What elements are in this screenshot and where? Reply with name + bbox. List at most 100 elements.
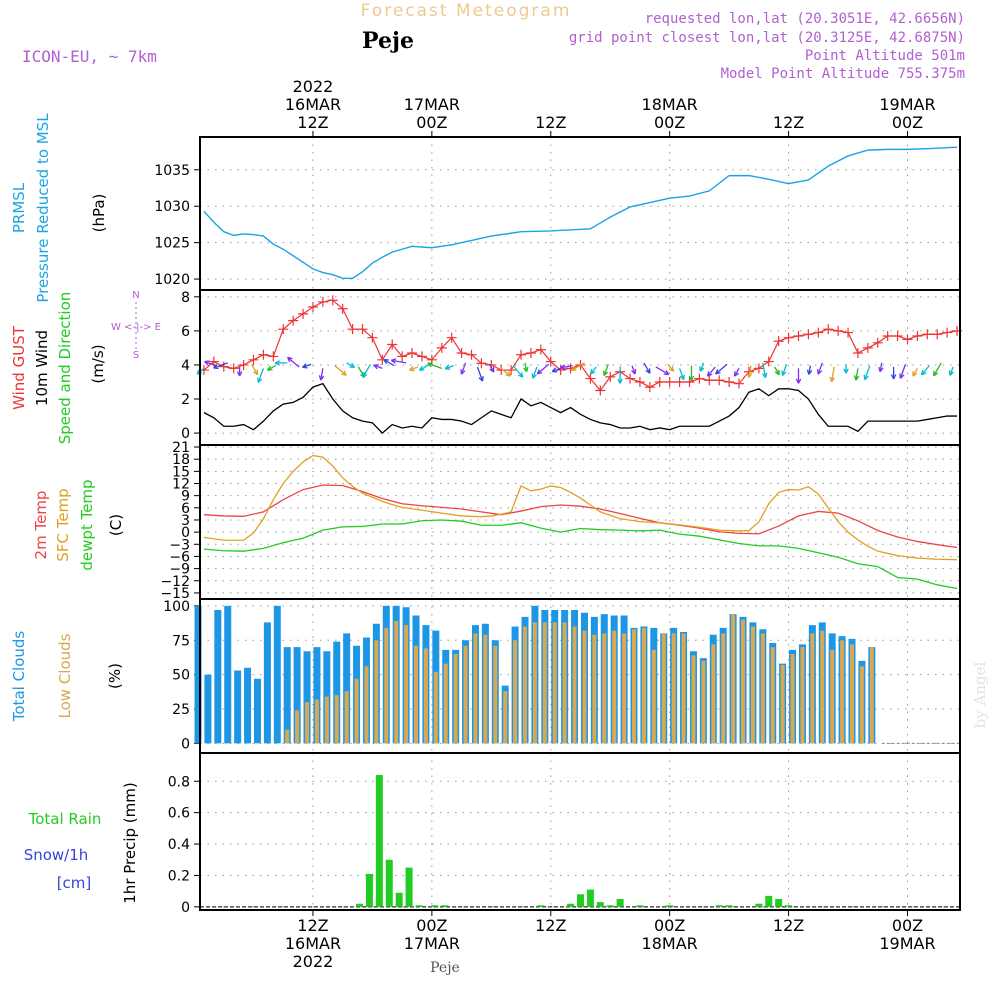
wind-direction-arrow <box>287 356 300 368</box>
low-cloud-bar <box>770 647 775 744</box>
gust-marker <box>644 382 655 393</box>
x-tick-label-top: 17MAR <box>404 95 460 114</box>
x-tick-label-top: 16MAR <box>285 95 341 114</box>
x-tick-label-top: 12Z <box>773 113 804 132</box>
wind-arrow-head <box>257 377 263 383</box>
y-tick-label: 1020 <box>154 272 190 288</box>
total-cloud-bar <box>244 667 252 744</box>
gust-marker <box>278 324 289 335</box>
gust-marker <box>922 329 933 340</box>
rain-bar <box>365 873 373 907</box>
y-tick-label: 15 <box>172 464 190 480</box>
plot-area: 102010251030103502468−15−12−9−6−30369121… <box>10 77 963 971</box>
gust-marker <box>238 359 249 370</box>
wind-direction-arrow <box>512 365 524 378</box>
gust-marker <box>813 327 824 338</box>
gust-marker <box>367 332 378 343</box>
low-cloud-bar <box>542 622 547 744</box>
low-cloud-bar <box>324 696 329 744</box>
wind-arrow-head <box>890 374 897 380</box>
wind-direction-arrow <box>320 368 324 381</box>
low-cloud-bar <box>344 691 349 744</box>
low-cloud-bar <box>423 648 428 744</box>
wind-direction-arrow <box>699 362 704 372</box>
total-cloud-bar <box>273 605 281 744</box>
x-tick-label-top: 12Z <box>297 113 328 132</box>
wind-arrow-head <box>948 370 955 376</box>
x-tick-label-bottom: 12Z <box>297 916 328 935</box>
low-cloud-bar <box>869 647 874 744</box>
low-cloud-bar <box>582 630 587 744</box>
y-tick-label: 8 <box>181 290 190 306</box>
wind-arrow-head <box>536 369 543 375</box>
wind-arrow-head <box>679 374 685 381</box>
wind-arrow-head <box>560 364 566 370</box>
gust-marker <box>466 349 477 360</box>
rain-bar <box>576 894 584 907</box>
axis-unit-percent: (%) <box>106 663 124 689</box>
gust-marker <box>704 375 715 386</box>
pressure-line <box>203 146 958 280</box>
y-tick-label: 12 <box>172 477 190 493</box>
watermark: by Angel <box>971 661 989 728</box>
low-cloud-bar <box>473 633 478 744</box>
rain-bar <box>567 903 575 907</box>
wind-direction-arrow <box>808 365 812 375</box>
gust-marker <box>773 336 784 347</box>
total-cloud-bar <box>253 678 261 744</box>
wind-direction-arrow <box>921 365 930 376</box>
gust-marker <box>833 325 844 336</box>
wind-direction-arrow <box>536 363 550 375</box>
rain-bar <box>356 903 364 907</box>
low-cloud-bar <box>711 644 716 744</box>
low-cloud-bar <box>641 627 646 744</box>
wind-arrow-head <box>551 367 558 373</box>
low-cloud-bar <box>622 633 627 744</box>
y-tick-label: 3 <box>181 513 190 529</box>
gust-marker <box>327 295 338 306</box>
y-tick-label: −3 <box>169 537 190 553</box>
y-tick-label: 1030 <box>154 199 190 215</box>
panel-frame <box>199 444 961 600</box>
rain-bar <box>785 905 793 907</box>
wind-arrow-head <box>746 372 753 378</box>
total-cloud-bar <box>343 633 351 744</box>
x-tick-label-top: 19MAR <box>879 95 935 114</box>
wind-direction-arrow <box>302 363 312 368</box>
rain-bar <box>755 903 763 907</box>
gust-marker <box>337 303 348 314</box>
rain-bar <box>415 905 423 907</box>
wind-direction-arrow <box>678 368 685 380</box>
gust-marker <box>258 349 269 360</box>
low-cloud-bar <box>780 665 785 744</box>
wind-direction-arrow <box>213 362 228 369</box>
gust-marker <box>793 330 804 341</box>
wind-arrow-head <box>362 372 368 378</box>
point-altitude: Point Altitude 501m <box>805 48 965 64</box>
low-cloud-bar <box>334 695 339 744</box>
low-cloud-bar <box>790 654 795 744</box>
wind-direction-arrow <box>655 366 670 376</box>
y-tick-label: 18 <box>172 452 190 468</box>
axis-label-speed-direction: Speed and Direction <box>56 292 74 445</box>
gust-marker <box>803 329 814 340</box>
low-cloud-bar <box>840 640 845 744</box>
y-tick-label: 0 <box>181 525 190 541</box>
y-tick-label: 0 <box>181 736 190 752</box>
rain-bar <box>586 889 594 907</box>
wind-arrow-head <box>912 371 918 377</box>
wind-direction-arrow <box>267 365 276 371</box>
wind-direction-arrow <box>409 366 419 371</box>
gust-marker <box>843 327 854 338</box>
y-tick-label: 50 <box>172 668 190 684</box>
gust-marker <box>654 376 665 387</box>
wind-arrow-head <box>715 369 721 375</box>
x-tick-label-top: 00Z <box>654 113 685 132</box>
y-tick-label: 1025 <box>154 236 190 252</box>
rain-bar <box>395 892 403 907</box>
axis-label-dewpt: dewpt Temp <box>78 479 96 570</box>
gust-marker <box>506 365 517 376</box>
wind-direction-arrow <box>500 367 511 377</box>
low-cloud-bar <box>602 633 607 744</box>
wind-arrow-head <box>631 369 637 375</box>
